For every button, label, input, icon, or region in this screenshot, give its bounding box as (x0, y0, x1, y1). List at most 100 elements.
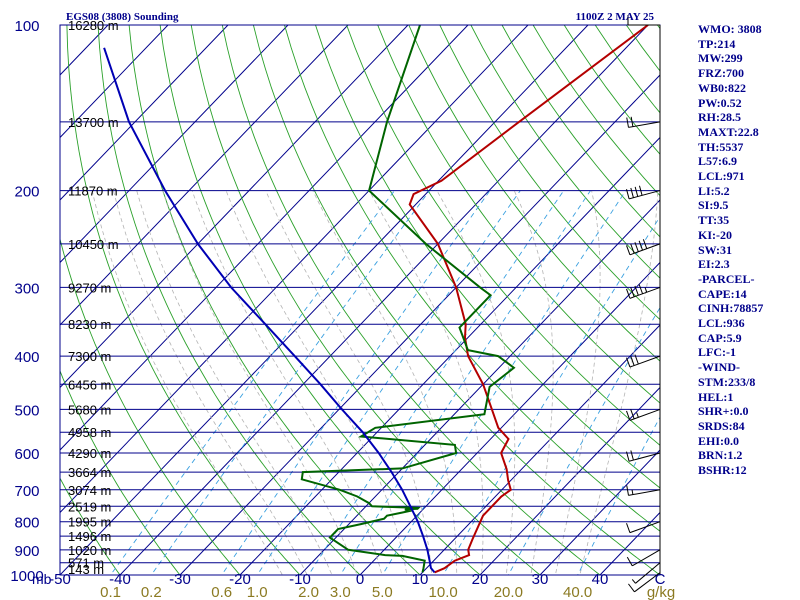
wind-barb-feather (626, 245, 631, 255)
index-line: CINH:78857 (698, 301, 764, 316)
height-label: 10450 m (68, 237, 119, 252)
pressure-tick-label: 500 (14, 402, 39, 419)
pressure-tick-label: 800 (14, 515, 39, 532)
mixing-ratio-line (577, 416, 660, 575)
temperature-tick-label: -10 (289, 571, 311, 588)
dry-adiabat-line (60, 237, 241, 575)
mixing-ratio-line (339, 190, 591, 575)
temperature-tick-label: -50 (49, 571, 71, 588)
wind-barb-half-feather (631, 489, 634, 495)
index-line: L57:6.9 (698, 154, 737, 169)
index-line: LCL:936 (698, 316, 745, 331)
index-line: CAP:5.9 (698, 330, 742, 345)
mixing-ratio-tick-label: 0.1 (100, 584, 121, 600)
isotherm-line (539, 449, 660, 575)
wind-barb-shaft (629, 355, 661, 368)
mixing-ratio-tick-label: 0.6 (211, 584, 232, 600)
isotherm-line (359, 261, 660, 575)
index-line: KI:-20 (698, 227, 732, 242)
temperature-tick-label: 10 (412, 571, 429, 588)
dewpoint-series-line (300, 25, 516, 573)
isotherm-line (60, 25, 529, 514)
dry-adiabat-line (377, 25, 660, 404)
wind-barb-feather (639, 185, 643, 196)
mixing-ratio-line (307, 190, 565, 575)
temperature-tick-label: -20 (229, 571, 251, 588)
pressure-tick-label: 600 (14, 446, 39, 463)
dry-adiabat-line (128, 25, 421, 575)
wind-barb-feather (626, 556, 633, 567)
moist-adiabat-line (265, 190, 433, 575)
wind-barb-feather (626, 523, 631, 533)
height-label: 3074 m (68, 483, 111, 498)
index-line: FRZ:700 (698, 66, 744, 81)
wind-barb-feather (638, 284, 644, 294)
temperature-tick-label: 0 (356, 571, 364, 588)
wind-barb-feather (630, 355, 635, 366)
moist-adiabat-line (436, 190, 516, 575)
index-line: MW:299 (698, 51, 743, 66)
isotherm-line (60, 25, 229, 201)
mixing-ratio-line (507, 306, 660, 575)
wind-barb-feather (630, 187, 634, 198)
index-line: SW:31 (698, 242, 733, 257)
height-label: 4290 m (68, 446, 111, 461)
temperature-tick-label: C (655, 571, 666, 588)
index-line: EI:2.3 (698, 257, 730, 272)
moist-adiabat-line (368, 190, 484, 575)
index-line: PW:0.52 (698, 95, 742, 110)
isotherm-line (119, 25, 649, 575)
mixing-ratio-line (381, 190, 627, 575)
isotherm-line (479, 386, 660, 575)
index-line: TP:214 (698, 36, 736, 51)
chart-title: EGS08 (3808) Sounding (66, 11, 179, 23)
dry-adiabat-line (439, 25, 660, 321)
wind-barb-feather (634, 186, 639, 197)
isotherm-line (239, 136, 660, 575)
wind-barb-feather (634, 285, 639, 296)
height-label: 8230 m (68, 317, 111, 332)
mixing-ratio-tick-label: 20.0 (494, 584, 523, 600)
wind-barb-feather (630, 409, 635, 420)
isotherm-line (60, 25, 289, 264)
isotherm-line (60, 25, 469, 451)
wind-barb-feather (626, 189, 630, 199)
wind-barb-feather (634, 242, 639, 252)
parcel-series-line (103, 47, 436, 574)
mixing-ratio-line (442, 215, 660, 575)
wind-barb-shaft (628, 190, 661, 200)
wind-barb-feather (626, 451, 630, 462)
index-line: SI:9.5 (698, 198, 729, 213)
index-line: -PARCEL- (698, 271, 755, 286)
index-line: BSHR:12 (698, 463, 747, 478)
height-label: 11870 m (68, 184, 118, 199)
index-line: -WIND- (698, 360, 740, 375)
wind-barb-half-feather (631, 579, 636, 584)
height-label: 2519 m (68, 499, 111, 514)
temperature-series-line (408, 25, 649, 574)
indices-panel: WMO: 3808 TP:214 MW:299 FRZ:700 WB0:822 PW:0.… (698, 22, 800, 478)
height-label: 143 m (68, 562, 104, 577)
wind-barb-feather (626, 485, 629, 496)
wind-barb-half-feather (644, 287, 648, 293)
wind-barb-feather (626, 117, 629, 128)
height-label: 16280 m (68, 18, 119, 33)
dry-adiabat-line (97, 25, 361, 575)
pressure-tick-label: 1000 (10, 568, 43, 585)
index-line: SHR+:0.0 (698, 404, 749, 419)
wind-barb-shaft (629, 286, 661, 299)
dry-adiabat-line (346, 25, 660, 446)
temperature-tick-label: -30 (169, 571, 191, 588)
moist-adiabat-line (579, 190, 659, 575)
index-line: TH:5537 (698, 139, 744, 154)
wind-barb-shaft (635, 562, 661, 584)
height-label: 13700 m (68, 115, 119, 130)
pressure-tick-label: 400 (14, 349, 39, 366)
wind-barb-half-feather (636, 412, 639, 418)
mixing-ratio-tick-label: 0.2 (141, 584, 162, 600)
height-label: 7300 m (68, 349, 111, 364)
height-label: 9270 m (68, 280, 111, 295)
mixing-ratio-tick-label: 5.0 (372, 584, 393, 600)
pressure-tick-label: 300 (14, 280, 39, 297)
